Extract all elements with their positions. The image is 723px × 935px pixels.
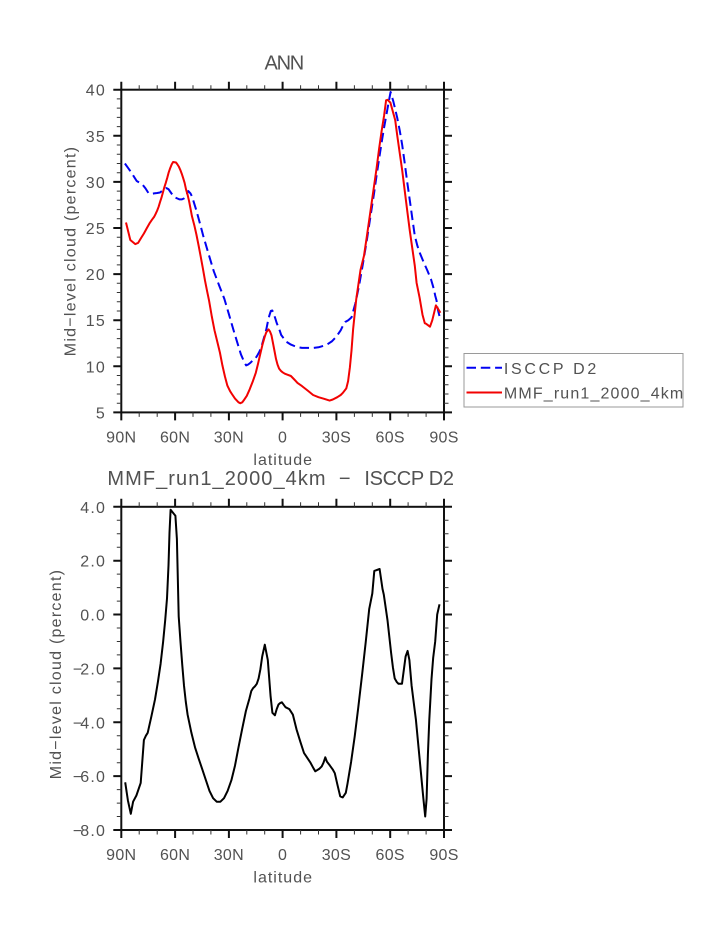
svg-text:0: 0 xyxy=(278,429,287,446)
svg-text:Mid−level cloud (percent): Mid−level cloud (percent) xyxy=(48,569,65,779)
svg-text:ISCCP D2: ISCCP D2 xyxy=(504,361,599,378)
svg-text:−6.0: −6.0 xyxy=(73,769,106,786)
svg-text:ISCCP D2: ISCCP D2 xyxy=(364,468,453,490)
svg-text:90S: 90S xyxy=(429,847,458,864)
svg-text:15: 15 xyxy=(86,313,106,330)
svg-text:2.0: 2.0 xyxy=(80,554,106,571)
svg-text:4.0: 4.0 xyxy=(80,500,106,517)
svg-text:latitude: latitude xyxy=(253,869,313,886)
svg-text:Mid−level cloud (percent): Mid−level cloud (percent) xyxy=(63,146,80,356)
svg-text:90N: 90N xyxy=(106,429,136,446)
svg-text:−8.0: −8.0 xyxy=(73,823,106,840)
svg-text:90N: 90N xyxy=(106,847,136,864)
svg-text:−4.0: −4.0 xyxy=(73,715,106,732)
svg-text:latitude: latitude xyxy=(253,452,313,469)
svg-text:30N: 30N xyxy=(214,429,244,446)
svg-text:30: 30 xyxy=(86,175,106,192)
svg-text:30S: 30S xyxy=(322,429,351,446)
svg-text:60N: 60N xyxy=(160,429,190,446)
svg-text:30S: 30S xyxy=(322,847,351,864)
svg-text:35: 35 xyxy=(86,129,106,146)
svg-text:MMF_run1_2000_4km: MMF_run1_2000_4km xyxy=(504,386,685,403)
svg-text:0: 0 xyxy=(278,847,287,864)
svg-text:60S: 60S xyxy=(376,429,405,446)
svg-text:30N: 30N xyxy=(214,847,244,864)
svg-text:−: − xyxy=(339,468,351,490)
svg-text:0.0: 0.0 xyxy=(80,608,106,625)
svg-text:20: 20 xyxy=(86,267,106,284)
svg-text:−2.0: −2.0 xyxy=(73,661,106,678)
svg-text:60N: 60N xyxy=(160,847,190,864)
svg-text:10: 10 xyxy=(86,359,106,376)
svg-text:MMF_run1_2000_4km: MMF_run1_2000_4km xyxy=(107,468,326,490)
svg-text:25: 25 xyxy=(86,221,106,238)
svg-text:40: 40 xyxy=(86,83,106,100)
svg-text:90S: 90S xyxy=(429,429,458,446)
svg-text:60S: 60S xyxy=(376,847,405,864)
svg-text:ANN: ANN xyxy=(265,52,303,74)
svg-text:5: 5 xyxy=(96,405,106,422)
